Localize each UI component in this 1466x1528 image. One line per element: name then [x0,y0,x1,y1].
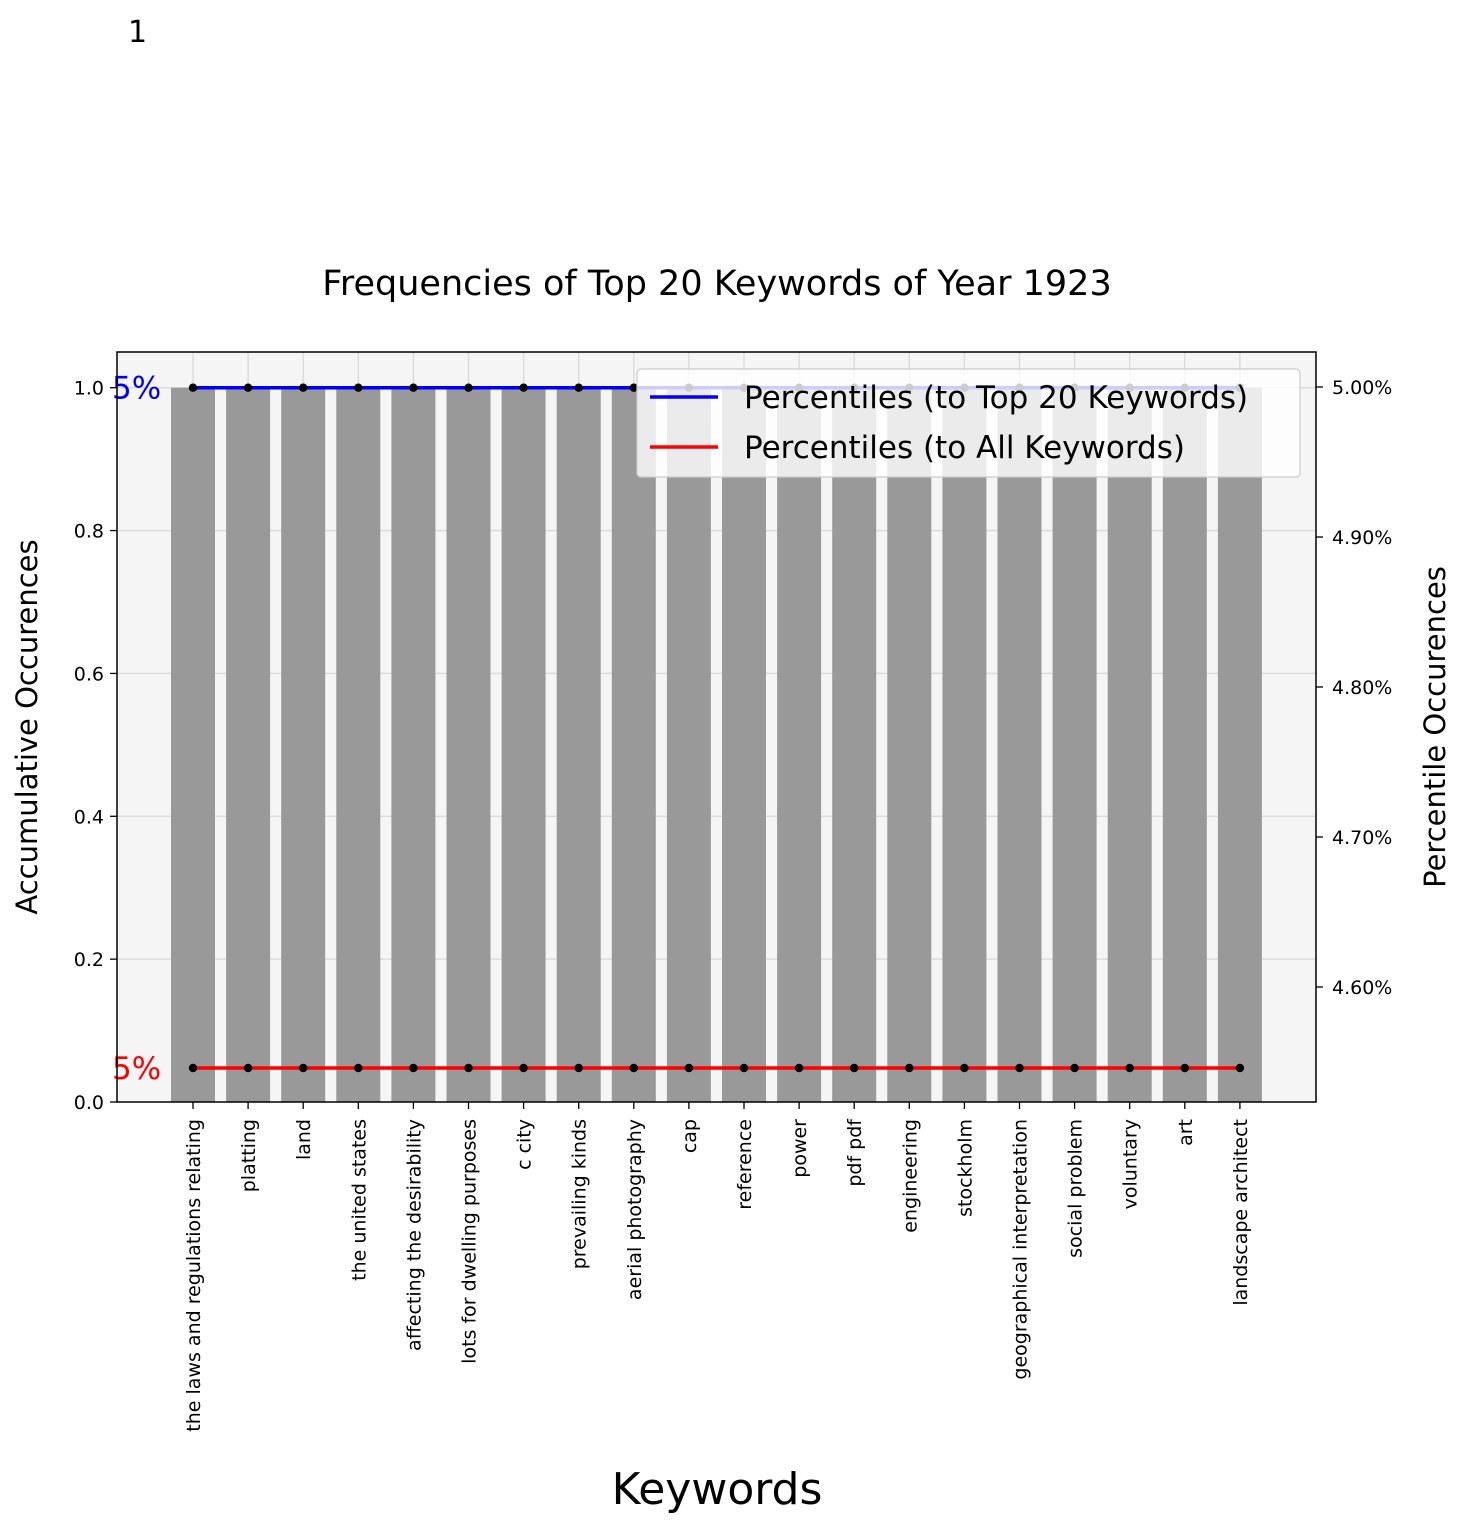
bar [336,387,381,1102]
x-tick-label: lots for dwelling purposes [459,1119,481,1364]
bar [281,387,326,1102]
y2-axis-label: Percentile Occurences [1418,566,1452,888]
x-axis-label: Keywords [612,1464,823,1515]
bar [501,387,546,1102]
y2-tick-label: 5.00% [1332,377,1392,399]
legend-entry: Percentiles (to All Keywords) [744,430,1185,466]
x-tick-label: c city [514,1119,536,1170]
x-tick-label: affecting the desirability [403,1119,425,1351]
series-end-label: 5% [112,1051,161,1087]
y2-axis-ticks: 5.00% 4.90% 4.80% 4.70% 4.60% [1316,377,1392,999]
x-tick-label: stockholm [954,1119,976,1217]
series-point [188,1063,198,1073]
series-point [188,383,198,392]
series-point [629,1063,638,1073]
bar [171,387,215,1102]
series-point [464,383,473,392]
x-tick-label: geographical interpretation [1010,1119,1032,1380]
x-tick-label: voluntary [1120,1119,1142,1209]
series-point [794,1063,804,1073]
y-tick-label: 1.0 [74,378,104,400]
bar [1052,387,1097,1102]
series-point [299,383,308,392]
x-tick-label: pdf pdf [844,1118,866,1187]
series-point [464,1063,473,1073]
y-tick-label: 0.4 [74,806,104,828]
x-tick-label: the laws and regulations relating [183,1119,205,1432]
y2-tick-label: 4.70% [1332,827,1392,849]
x-tick-label: cap [679,1119,701,1153]
series-point [574,1063,583,1073]
bar [1217,387,1262,1102]
y2-tick-label: 4.90% [1332,527,1392,549]
series-point [519,1063,528,1073]
series-point [409,1063,418,1073]
bars [171,387,1262,1102]
series-point [1125,1063,1134,1073]
bar [1162,387,1207,1102]
y-tick-label: 0.8 [74,521,104,543]
chart-title: Frequencies of Top 20 Keywords of Year 1… [322,264,1111,304]
series-point [1070,1063,1079,1073]
series-point [354,1063,363,1073]
series-point [905,1063,914,1073]
legend: Percentiles (to Top 20 Keywords) Percenti… [636,368,1301,478]
y-axis-ticks: 0.0 0.2 0.4 0.6 0.8 1.0 [74,378,117,1114]
legend-entry: Percentiles (to Top 20 Keywords) [744,380,1248,416]
x-tick-label: landscape architect [1230,1119,1252,1306]
x-tick-label: land [293,1119,315,1160]
series-point [299,1063,308,1073]
bar [832,387,877,1102]
bar [666,387,711,1102]
x-tick-label: engineering [899,1119,921,1233]
series-point [243,383,253,392]
bar [887,387,932,1102]
x-tick-label: the united states [348,1119,370,1281]
bar [446,387,491,1102]
legend-box [636,368,1301,478]
y-axis-label: Accumulative Occurences [10,539,44,914]
series-point [739,1063,749,1073]
x-tick-label: power [789,1119,811,1178]
x-tick-label: platting [238,1119,260,1192]
y2-tick-label: 4.60% [1332,977,1392,999]
x-tick-label: prevailing kinds [569,1119,591,1269]
x-tick-label: aerial photography [624,1119,646,1300]
bar [1107,387,1152,1102]
series-point [354,383,363,392]
x-tick-label: reference [734,1119,756,1210]
bar [942,387,987,1102]
bar [777,387,822,1102]
y-tick-label: 0.0 [74,1092,104,1114]
bar [226,387,271,1102]
series-point [1180,1063,1190,1073]
x-tick-label: art [1175,1119,1197,1146]
bar [997,387,1042,1102]
series-point [629,383,638,392]
y-tick-label: 0.2 [74,949,104,971]
plot-frame [116,351,1317,1103]
series-point [960,1063,969,1073]
y-tick-label: 0.6 [74,663,104,685]
series-point [574,383,583,392]
x-tick-label: social problem [1065,1119,1087,1258]
series-point [1235,1063,1245,1073]
series-point [243,1063,253,1073]
series-point [519,383,528,392]
x-axis-ticks: the laws and regulations relating plattin… [183,1102,1252,1432]
bar [391,387,436,1102]
figure-label: 1 [128,15,147,50]
bar [722,387,766,1102]
series-point [1015,1063,1024,1073]
y2-tick-label: 4.80% [1332,677,1392,699]
series-point [684,1063,694,1073]
bar [556,387,601,1102]
bar [611,387,656,1102]
series-point [850,1063,859,1073]
series-end-label: 5% [112,371,161,407]
series-point [409,383,418,392]
